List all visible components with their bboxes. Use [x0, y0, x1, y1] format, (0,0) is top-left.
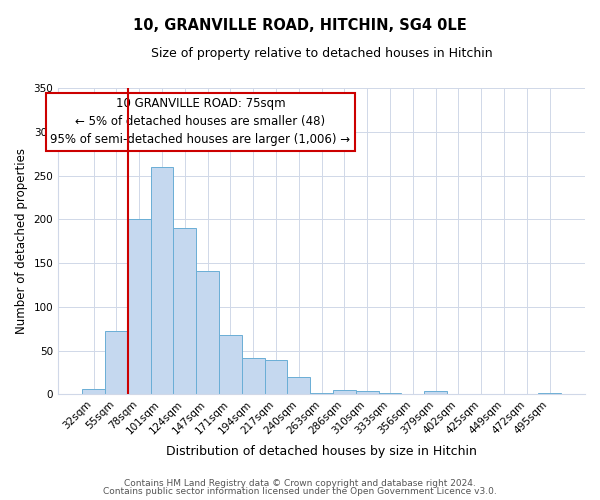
Bar	[424, 391, 447, 394]
Bar	[333, 390, 356, 394]
Bar	[196, 271, 219, 394]
Bar	[379, 392, 401, 394]
Text: 10 GRANVILLE ROAD: 75sqm
← 5% of detached houses are smaller (48)
95% of semi-de: 10 GRANVILLE ROAD: 75sqm ← 5% of detache…	[50, 97, 350, 146]
Y-axis label: Number of detached properties: Number of detached properties	[15, 148, 28, 334]
Bar	[310, 392, 333, 394]
Bar	[128, 220, 151, 394]
Bar	[105, 330, 128, 394]
Bar	[538, 392, 561, 394]
Bar	[82, 389, 105, 394]
Bar	[151, 167, 173, 394]
Bar	[356, 391, 379, 394]
X-axis label: Distribution of detached houses by size in Hitchin: Distribution of detached houses by size …	[166, 444, 477, 458]
Text: Contains public sector information licensed under the Open Government Licence v3: Contains public sector information licen…	[103, 487, 497, 496]
Bar	[219, 335, 242, 394]
Bar	[173, 228, 196, 394]
Bar	[265, 360, 287, 394]
Text: Contains HM Land Registry data © Crown copyright and database right 2024.: Contains HM Land Registry data © Crown c…	[124, 478, 476, 488]
Text: 10, GRANVILLE ROAD, HITCHIN, SG4 0LE: 10, GRANVILLE ROAD, HITCHIN, SG4 0LE	[133, 18, 467, 32]
Bar	[242, 358, 265, 395]
Title: Size of property relative to detached houses in Hitchin: Size of property relative to detached ho…	[151, 48, 493, 60]
Bar	[287, 377, 310, 394]
